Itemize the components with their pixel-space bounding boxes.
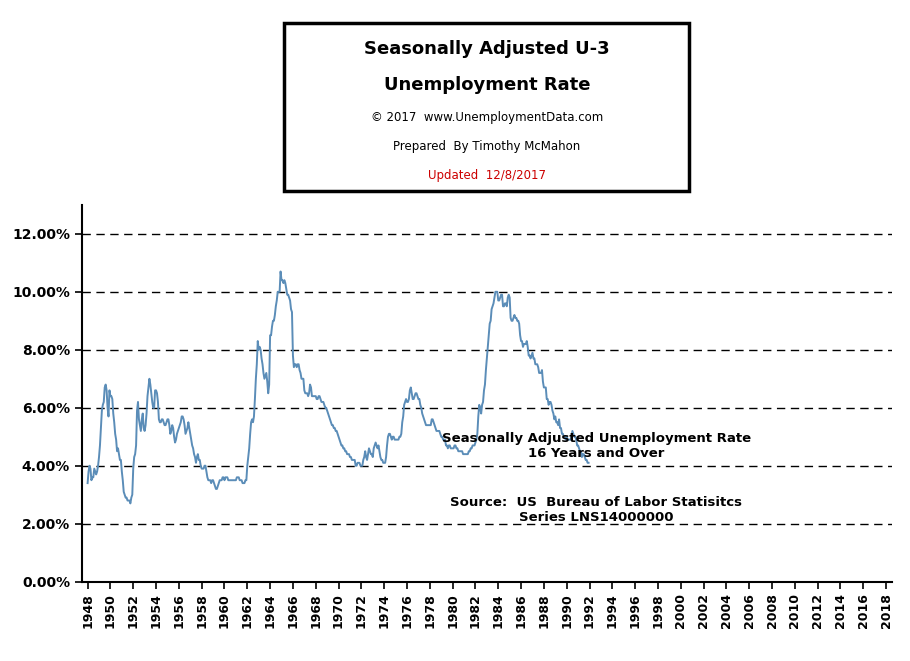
- Text: Unemployment Rate: Unemployment Rate: [384, 76, 590, 94]
- FancyBboxPatch shape: [284, 23, 690, 191]
- Text: Seasonally Adjusted Unemployment Rate
16 Years and Over: Seasonally Adjusted Unemployment Rate 16…: [441, 432, 751, 460]
- Text: Updated  12/8/2017: Updated 12/8/2017: [428, 169, 546, 182]
- Text: Seasonally Adjusted U-3: Seasonally Adjusted U-3: [364, 40, 610, 58]
- Text: Source:  US  Bureau of Labor Statisitcs
Series LNS14000000: Source: US Bureau of Labor Statisitcs Se…: [450, 496, 743, 524]
- Text: © 2017  www.UnemploymentData.com: © 2017 www.UnemploymentData.com: [370, 111, 603, 124]
- Text: Prepared  By Timothy McMahon: Prepared By Timothy McMahon: [393, 140, 581, 153]
